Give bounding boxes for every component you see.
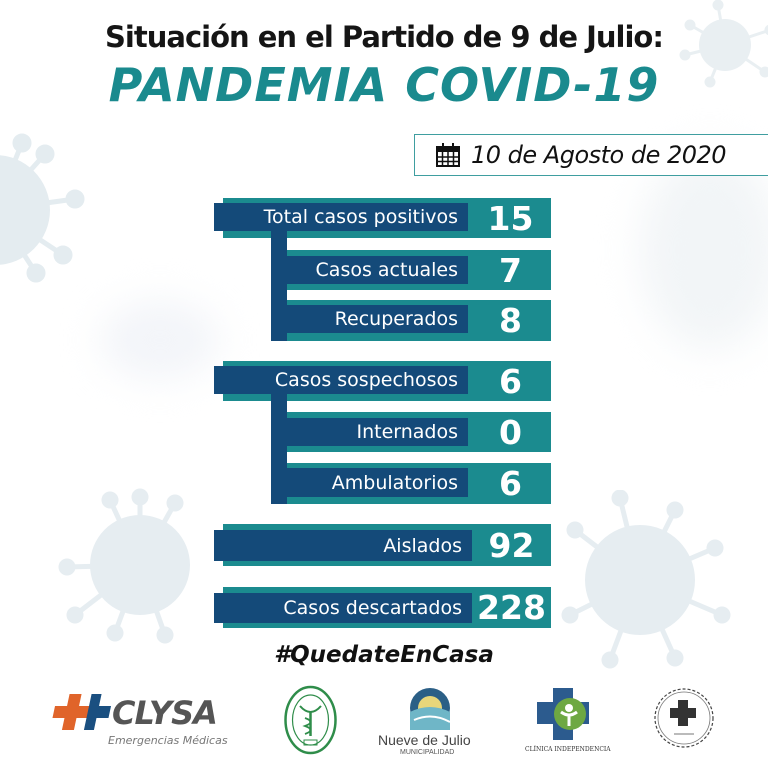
- date-text: 10 de Agosto de 2020: [471, 141, 727, 169]
- hashtag: #QuedateEnCasa: [274, 642, 494, 668]
- virus-icon: [58, 488, 190, 644]
- stat-value: 6: [499, 464, 522, 503]
- cross-icon: [52, 694, 112, 730]
- page-title: PANDEMIA COVID-19: [108, 58, 660, 112]
- stat-label: Recuperados: [287, 305, 468, 333]
- stat-label: Internados: [287, 418, 468, 446]
- medical-cross-icon: [537, 688, 589, 740]
- stat-value: 7: [499, 251, 522, 290]
- municipalidad-logo: Nueve de Julio MUNICIPALIDAD: [370, 686, 485, 756]
- clysa-logo: CLYSA Emergencias Médicas: [52, 692, 242, 752]
- stat-label: Casos actuales: [287, 256, 468, 284]
- connector-line: [271, 394, 287, 504]
- virus-icon: [679, 0, 768, 88]
- stat-value: 92: [488, 526, 535, 565]
- stat-value: 6: [499, 362, 522, 401]
- stat-label: Casos sospechosos: [214, 366, 468, 394]
- sanatorio-logo: [652, 686, 716, 750]
- cross-seal-icon: [654, 688, 714, 748]
- blur-blob: [640, 150, 768, 350]
- calendar-icon: [436, 143, 460, 167]
- stat-label: Ambulatorios: [287, 468, 468, 497]
- blur-blob: [100, 300, 220, 380]
- stat-value: 0: [499, 413, 522, 452]
- stat-value: 228: [477, 588, 546, 627]
- clinica-logo: CLÍNICA INDEPENDENCIA: [525, 686, 611, 758]
- stat-value: 15: [487, 199, 534, 238]
- clysa-name: CLYSA: [112, 694, 218, 732]
- stat-label: Total casos positivos: [214, 203, 468, 231]
- municipalidad-name: Nueve de Julio: [378, 732, 471, 748]
- circulo-medico-logo: [283, 684, 338, 756]
- subtitle: Situación en el Partido de 9 de Julio:: [105, 20, 664, 54]
- date-box: 10 de Agosto de 2020: [414, 134, 768, 176]
- virus-icon: [0, 133, 85, 283]
- clinica-name: CLÍNICA INDEPENDENCIA: [525, 746, 611, 753]
- sponsor-logos: CLYSA Emergencias Médicas Nueve de Julio…: [0, 680, 768, 765]
- sun-wave-icon: [410, 688, 451, 730]
- connector-line: [271, 231, 287, 341]
- virus-icon: [561, 490, 731, 669]
- stat-value: 8: [499, 301, 522, 340]
- stat-label: Casos descartados: [214, 593, 472, 623]
- municipalidad-tagline: MUNICIPALIDAD: [400, 749, 455, 756]
- clysa-tagline: Emergencias Médicas: [108, 734, 228, 747]
- stat-label: Aislados: [214, 530, 472, 561]
- caduceus-icon: [284, 685, 337, 755]
